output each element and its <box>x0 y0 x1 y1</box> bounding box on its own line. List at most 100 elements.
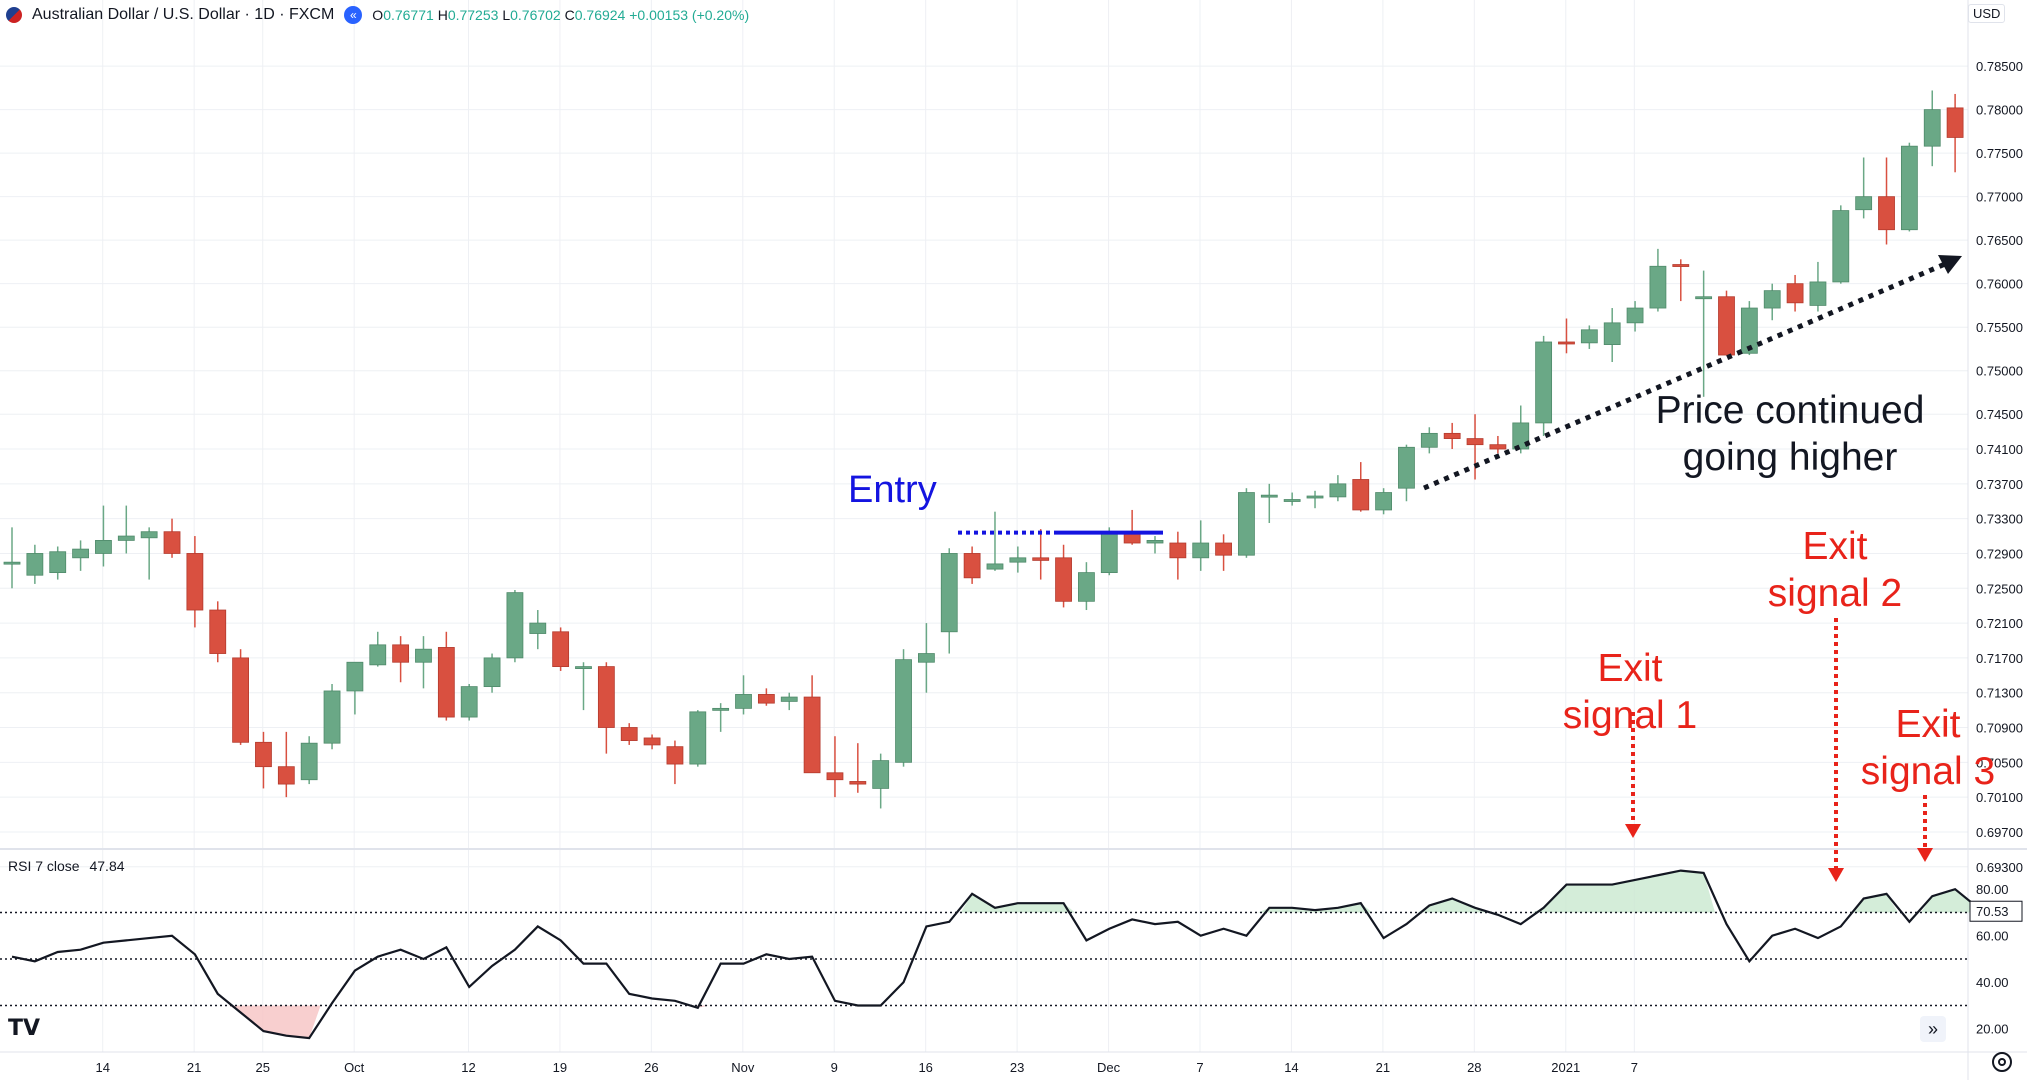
candle-body <box>529 622 547 634</box>
price-note-line-2: going higher <box>1682 435 1898 479</box>
candle-body <box>1763 290 1781 309</box>
candle-body <box>415 648 432 663</box>
price-axis-label: 0.71300 <box>1976 686 2023 701</box>
low-value: 0.76702 <box>510 7 561 23</box>
candle-body <box>1809 281 1827 306</box>
candle-body <box>1398 446 1415 489</box>
price-axis-label: 0.70500 <box>1976 755 2023 770</box>
candle-body <box>300 742 318 781</box>
candle-body <box>1786 283 1804 304</box>
time-axis-label: 21 <box>1376 1060 1390 1075</box>
exit-signal-1-annotation: Exit signal 1 <box>1540 646 1720 740</box>
candle-body <box>1603 322 1621 345</box>
candle-body <box>1558 341 1575 345</box>
candle-body <box>460 686 478 718</box>
candle-body <box>1192 542 1210 559</box>
high-label: H <box>437 7 448 23</box>
time-axis-label: Oct <box>344 1060 365 1075</box>
time-axis-label: 12 <box>461 1060 475 1075</box>
candle-body <box>1832 210 1850 283</box>
price-axis-label: 0.69300 <box>1976 860 2023 875</box>
rsi-axis-label: 20.00 <box>1976 1022 2009 1037</box>
candle-body <box>1238 492 1255 556</box>
exit-signal-3-annotation: Exit signal 3 <box>1838 702 2018 796</box>
rsi-zone-fill <box>1852 893 1898 913</box>
open-value: 0.76771 <box>383 7 434 23</box>
candle-body <box>597 666 615 728</box>
exit-arrow-head <box>1828 868 1844 882</box>
candle-body <box>712 707 730 711</box>
candle-body <box>3 561 21 565</box>
price-axis-label: 0.77500 <box>1976 146 2023 161</box>
candle-body <box>255 741 272 768</box>
candle-body <box>1032 557 1050 561</box>
price-axis-label: 0.74100 <box>1976 442 2023 457</box>
candle-body <box>895 659 912 763</box>
candle-body <box>1055 557 1072 602</box>
candle-body <box>1169 542 1187 559</box>
candle-body <box>506 592 524 659</box>
scroll-to-realtime-button[interactable]: » <box>1920 1016 1946 1042</box>
candle-body <box>1352 479 1370 511</box>
candle-body <box>872 760 890 789</box>
time-axis-label: 16 <box>918 1060 932 1075</box>
candle-body <box>552 631 570 667</box>
time-axis-label: 21 <box>187 1060 201 1075</box>
candle-body <box>186 553 204 611</box>
candle-body <box>209 609 227 654</box>
candle-body <box>1649 265 1667 309</box>
gear-icon[interactable] <box>1992 1052 2012 1072</box>
symbol-title[interactable]: Australian Dollar / U.S. Dollar · 1D · F… <box>32 6 335 23</box>
candle-body <box>346 661 364 692</box>
currency-flag-icon <box>6 7 22 23</box>
time-axis-label: Dec <box>1097 1060 1121 1075</box>
candle-body <box>232 657 250 743</box>
rsi-zone-fill <box>1417 898 1487 913</box>
collapse-legend-icon[interactable]: « <box>344 6 363 24</box>
exit-signal-3-line-2: signal 3 <box>1860 749 1996 793</box>
low-label: L <box>502 7 511 23</box>
candle-body <box>620 727 638 741</box>
rsi-zone-fill <box>960 893 1075 913</box>
candle-body <box>1100 531 1118 574</box>
rsi-zone-fill <box>1920 889 2001 913</box>
candle-body <box>392 644 410 663</box>
price-axis-label: 0.78500 <box>1976 59 2023 74</box>
exit-signal-2-annotation: Exit signal 2 <box>1745 524 1925 618</box>
rsi-title[interactable]: RSI 7 close <box>8 858 80 874</box>
price-axis-label: 0.72900 <box>1976 546 2023 561</box>
rsi-axis-label: 60.00 <box>1976 929 2009 944</box>
candle-body <box>483 657 501 688</box>
candle-body <box>323 690 341 744</box>
candle-body <box>26 553 44 576</box>
candle-body <box>1283 499 1301 502</box>
time-axis-label: 23 <box>1010 1060 1024 1075</box>
candle-body <box>1946 107 1964 138</box>
currency-selector[interactable]: USD <box>1968 4 2006 23</box>
candle-body <box>1580 329 1598 344</box>
candle-body <box>689 711 707 765</box>
time-axis-label: 28 <box>1467 1060 1481 1075</box>
candle-body <box>963 553 981 579</box>
exit-signal-2-line-1: Exit <box>1802 525 1868 568</box>
tradingview-logo-icon[interactable]: TV <box>8 1016 41 1041</box>
candle-body <box>369 644 387 666</box>
time-axis-label: 2021 <box>1551 1060 1580 1075</box>
rsi-zone-fill <box>1257 903 1373 913</box>
candle-body <box>1695 296 1713 300</box>
candle-body <box>277 766 295 785</box>
candle-body <box>72 548 89 559</box>
exit-arrow-head <box>1917 848 1933 862</box>
symbol-header: Australian Dollar / U.S. Dollar · 1D · F… <box>6 2 749 28</box>
candle-body <box>1535 341 1553 424</box>
rsi-axis-label: 80.00 <box>1976 882 2009 897</box>
rsi-legend: RSI 7 close 47.84 <box>8 858 125 874</box>
price-axis-label: 0.76500 <box>1976 233 2023 248</box>
trend-arrow-head <box>1938 255 1962 274</box>
change-value: +0.00153 (+0.20%) <box>629 7 750 23</box>
price-note-line-1: Price continued <box>1655 389 1925 432</box>
candle-body <box>918 653 935 663</box>
candle-body <box>1329 483 1347 498</box>
candle-body <box>826 772 844 781</box>
